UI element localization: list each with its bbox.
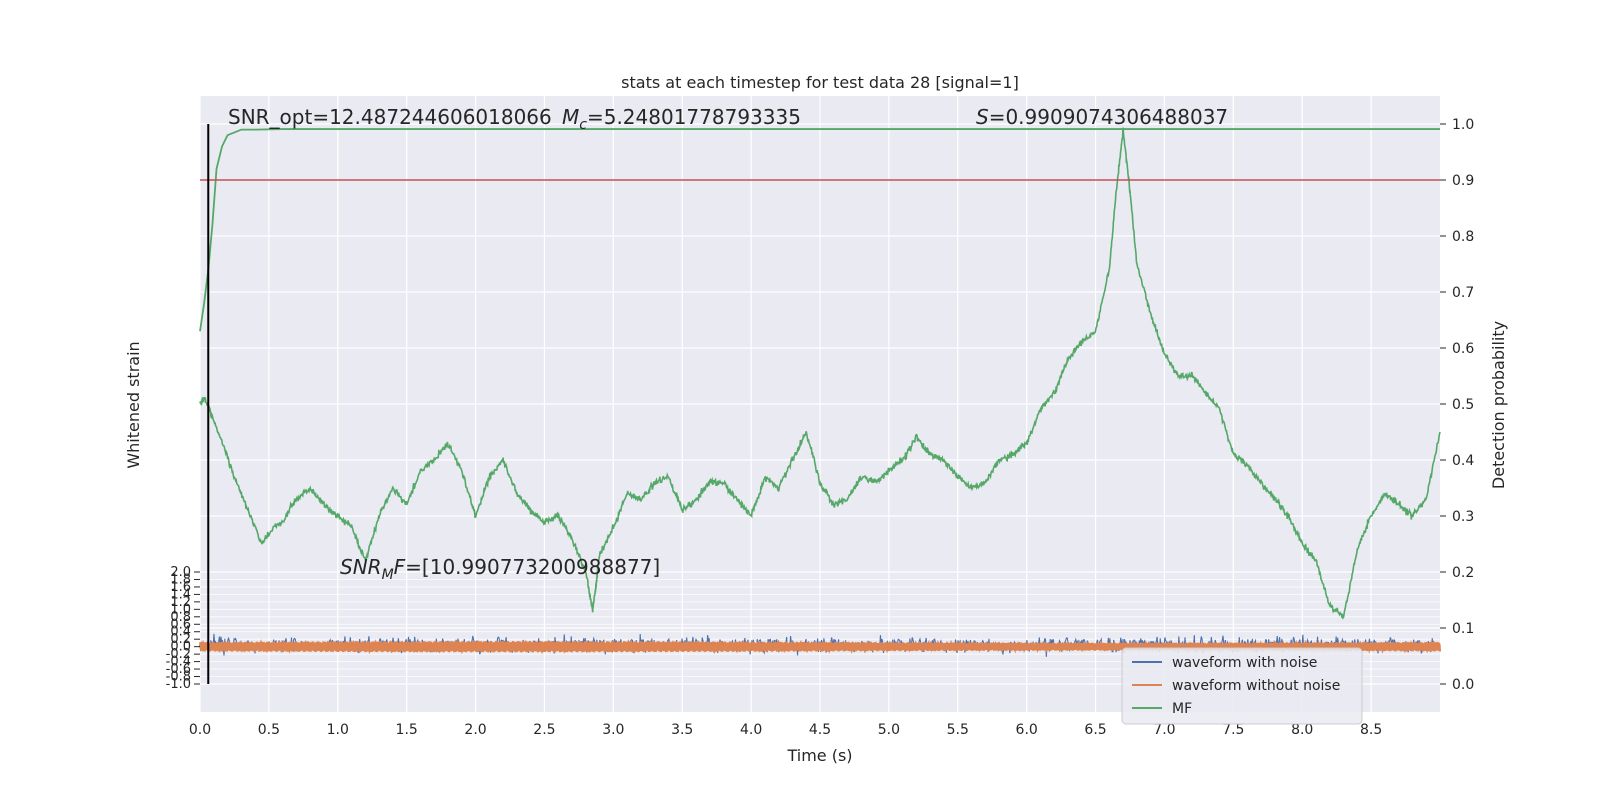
strain-tick-label: 1.4 xyxy=(170,587,191,602)
mc-value: =5.24801778793335 xyxy=(587,105,801,129)
x-tick-label: 0.0 xyxy=(189,722,211,738)
y-right-tick-label: 0.9 xyxy=(1452,173,1474,189)
x-tick-label: 8.5 xyxy=(1360,722,1382,738)
strain-tick-label: 0.0 xyxy=(170,640,191,655)
y-left-axis-label: Whitened strain xyxy=(124,341,143,468)
snr-mf-f: F xyxy=(394,555,406,579)
y-right-tick-label: 0.1 xyxy=(1452,621,1474,637)
legend-box xyxy=(1121,647,1363,725)
strain-tick-label: 1.2 xyxy=(170,595,191,610)
annotation-snr-opt: SNR_opt=12.487244606018066 xyxy=(228,105,552,129)
x-tick-label: 7.5 xyxy=(1222,722,1244,738)
strain-tick-label: 1.8 xyxy=(170,572,191,587)
annotation-mc: Mc=5.24801778793335 xyxy=(562,105,801,133)
y-right-tick-label: 0.5 xyxy=(1452,397,1474,413)
series-mf xyxy=(199,127,1441,620)
annotation-snr-mf: SNRMF=[10.990773200988877] xyxy=(340,555,660,583)
strain-tick-label: 1.6 xyxy=(170,580,191,595)
x-tick-label: 8.0 xyxy=(1291,722,1313,738)
x-axis-label: Time (s) xyxy=(786,746,852,765)
strain-tick-label: 2.0 xyxy=(170,565,191,580)
snr-mf-value: =[10.990773200988877] xyxy=(405,555,660,579)
x-tick-label: 2.5 xyxy=(533,722,555,738)
strain-tick-label: -0.8 xyxy=(166,670,191,685)
annotation-s: S=0.9909074306488037 xyxy=(976,105,1228,129)
s-symbol: S xyxy=(976,105,989,129)
strain-tick-label: 1.0 xyxy=(170,602,191,617)
x-axis-ticks: 0.0 0.5 1.0 1.5 2.0 2.5 3.0 3.5 4.0 4.5 5.0 5.5 6.0 6… xyxy=(189,722,1382,738)
strain-tick-label: -0.4 xyxy=(166,655,191,670)
x-tick-label: 4.5 xyxy=(809,722,831,738)
legend: waveform with noise waveform without noi… xyxy=(1121,647,1363,725)
y-right-axis-label: Detection probability xyxy=(1489,321,1508,489)
y-right-tick-label: 1.0 xyxy=(1452,117,1474,133)
s-value: =0.9909074306488037 xyxy=(989,105,1228,129)
strain-tick-label: 0.6 xyxy=(170,617,191,632)
y-right-tick-label: 0.8 xyxy=(1452,229,1474,245)
x-tick-label: 7.0 xyxy=(1153,722,1175,738)
y-right-axis-ticks: 0.0 0.1 0.2 0.3 0.4 0.5 0.6 0.7 0.8 0.9 1.0 xyxy=(1440,117,1474,693)
y-right-tick-label: 0.2 xyxy=(1452,565,1474,581)
strain-tick-label: 0.8 xyxy=(170,610,191,625)
x-tick-label: 0.5 xyxy=(258,722,280,738)
x-tick-label: 1.5 xyxy=(396,722,418,738)
mc-subscript: c xyxy=(579,117,587,133)
strain-tick-label: -0.2 xyxy=(166,647,191,662)
strain-tick-label: -0.6 xyxy=(166,662,191,677)
x-tick-label: 6.5 xyxy=(1084,722,1106,738)
legend-label-noise: waveform with noise xyxy=(1172,655,1317,671)
y-right-tick-label: 0.3 xyxy=(1452,509,1474,525)
y-right-tick-label: 0.6 xyxy=(1452,341,1474,357)
legend-label-clean: waveform without noise xyxy=(1172,678,1340,694)
series-detection-probability xyxy=(199,128,1440,332)
snr-mf-symbol: SNR xyxy=(340,555,382,579)
y-right-tick-label: 0.7 xyxy=(1452,285,1474,301)
legend-label-mf: MF xyxy=(1172,701,1192,717)
x-tick-label: 5.0 xyxy=(878,722,900,738)
x-tick-label: 3.0 xyxy=(602,722,624,738)
x-tick-label: 3.5 xyxy=(671,722,693,738)
strain-axis-ticks: 2.01.81.61.41.21.00.80.60.40.20.0-0.2-0.… xyxy=(166,565,200,692)
x-tick-label: 6.0 xyxy=(1016,722,1038,738)
x-tick-label: 4.0 xyxy=(740,722,762,738)
strain-tick-label: 0.2 xyxy=(170,632,191,647)
x-tick-label: 5.5 xyxy=(947,722,969,738)
strain-tick-label: 0.4 xyxy=(170,625,191,640)
x-tick-label: 2.0 xyxy=(464,722,486,738)
mc-symbol: M xyxy=(562,105,579,129)
snr-mf-subscript: M xyxy=(382,567,394,583)
x-tick-label: 1.0 xyxy=(327,722,349,738)
y-right-tick-label: 0.4 xyxy=(1452,453,1474,469)
strain-tick-label: -1.0 xyxy=(166,677,191,692)
y-right-tick-label: 0.0 xyxy=(1452,677,1474,693)
chart-title: stats at each timestep for test data 28 … xyxy=(621,73,1019,92)
